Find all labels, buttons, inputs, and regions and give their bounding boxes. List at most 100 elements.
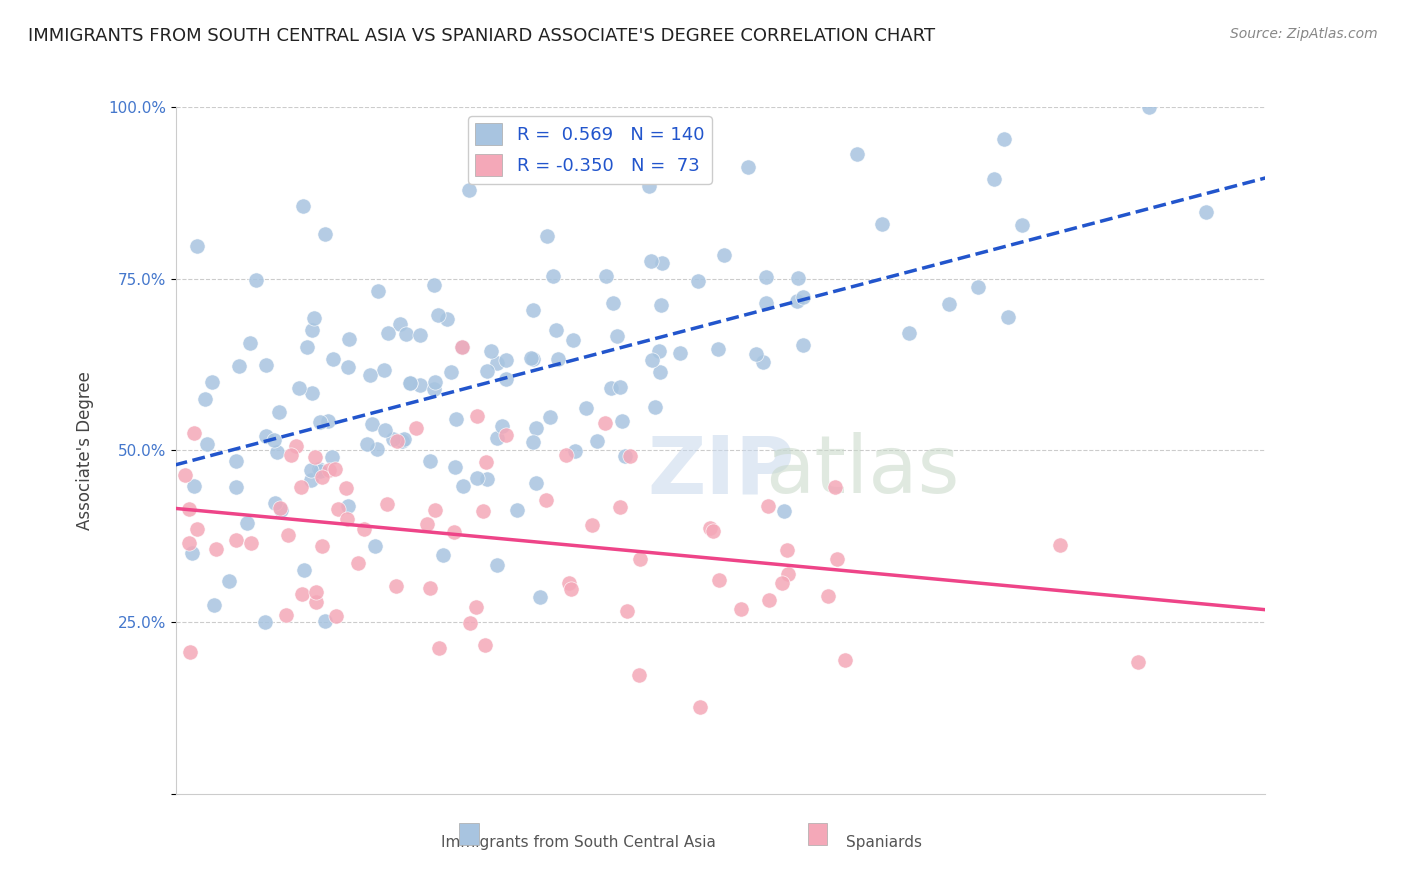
Point: [638, 178, 661, 193]
Point: [201, 375, 224, 389]
Point: [361, 417, 384, 431]
Point: [377, 326, 399, 340]
Point: [423, 503, 446, 517]
Point: [321, 450, 343, 465]
Point: [467, 409, 489, 424]
Point: [266, 445, 288, 459]
Point: [699, 521, 721, 535]
Point: [446, 412, 468, 426]
Point: [713, 248, 735, 262]
Point: [254, 359, 277, 373]
Point: [460, 616, 482, 631]
Point: [304, 311, 326, 326]
Point: [305, 595, 328, 609]
Point: [1137, 100, 1160, 114]
Point: [458, 183, 481, 197]
Point: [524, 475, 547, 490]
Point: [288, 381, 311, 395]
Point: [308, 464, 330, 478]
Point: [314, 227, 336, 241]
Text: Spaniards: Spaniards: [846, 835, 922, 850]
Point: [602, 295, 624, 310]
Point: [228, 359, 250, 373]
Point: [299, 473, 322, 487]
Point: [236, 516, 259, 530]
Point: [773, 504, 796, 518]
Point: [640, 353, 662, 368]
Point: [825, 551, 848, 566]
Point: [495, 372, 517, 386]
Point: [183, 478, 205, 492]
Point: [640, 254, 662, 268]
Point: [776, 543, 799, 558]
Point: [479, 344, 502, 359]
Point: [267, 405, 290, 419]
Point: [561, 333, 583, 347]
Point: [522, 352, 544, 367]
Point: [194, 392, 217, 406]
Point: [475, 364, 498, 378]
Point: [575, 401, 598, 416]
Point: [792, 338, 814, 352]
Text: IMMIGRANTS FROM SOUTH CENTRAL ASIA VS SPANIARD ASSOCIATE'S DEGREE CORRELATION CH: IMMIGRANTS FROM SOUTH CENTRAL ASIA VS SP…: [28, 27, 935, 45]
Point: [269, 500, 291, 515]
Point: [416, 517, 439, 532]
Point: [311, 540, 333, 554]
Point: [277, 528, 299, 542]
Point: [419, 453, 441, 467]
Point: [318, 463, 340, 477]
Point: [628, 552, 651, 566]
Point: [614, 449, 637, 463]
Point: [444, 460, 467, 475]
Point: [384, 579, 406, 593]
Point: [997, 310, 1019, 324]
Point: [195, 436, 218, 450]
Text: atlas: atlas: [765, 432, 959, 510]
Point: [547, 351, 569, 366]
Point: [609, 380, 631, 394]
Point: [423, 382, 446, 396]
Point: [292, 199, 315, 213]
Point: [495, 428, 517, 442]
Point: [737, 161, 759, 175]
Point: [264, 495, 287, 509]
Point: [599, 381, 621, 395]
Point: [204, 542, 226, 557]
Point: [524, 421, 547, 435]
Point: [787, 271, 810, 285]
Point: [325, 608, 347, 623]
Point: [752, 355, 775, 369]
Point: [610, 414, 633, 428]
Point: [218, 574, 240, 589]
Point: [758, 592, 780, 607]
Point: [186, 522, 208, 536]
Point: [336, 512, 359, 526]
Point: [707, 574, 730, 588]
Point: [485, 356, 508, 370]
Point: [254, 429, 277, 443]
Point: [419, 581, 441, 595]
Point: [336, 359, 359, 374]
Point: [353, 522, 375, 536]
Point: [294, 562, 316, 576]
Point: [364, 539, 387, 553]
Point: [225, 454, 247, 468]
Point: [179, 645, 201, 659]
Point: [451, 340, 474, 354]
Point: [702, 524, 724, 538]
Point: [730, 601, 752, 615]
Point: [254, 615, 277, 630]
Point: [304, 450, 326, 464]
Point: [756, 499, 779, 513]
Point: [616, 604, 638, 618]
Point: [347, 556, 370, 570]
Point: [388, 317, 411, 331]
Point: [1011, 218, 1033, 232]
FancyBboxPatch shape: [458, 823, 478, 846]
Point: [538, 410, 561, 425]
Point: [1195, 205, 1218, 219]
Point: [405, 421, 427, 435]
Point: [336, 499, 359, 513]
Point: [558, 576, 581, 591]
Point: [472, 504, 495, 518]
